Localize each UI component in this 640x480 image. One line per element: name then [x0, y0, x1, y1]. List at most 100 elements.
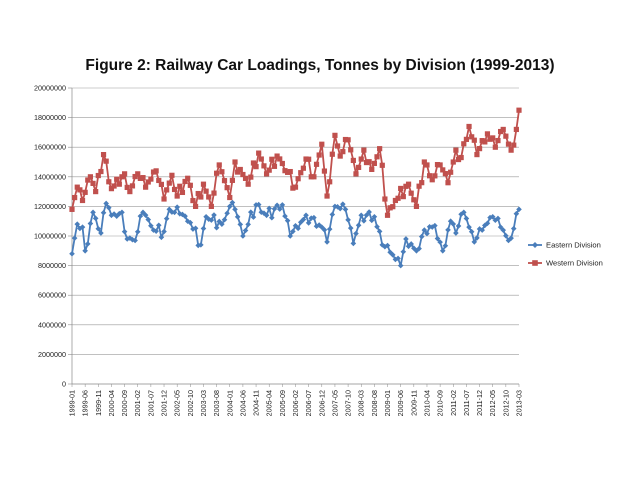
data-point [427, 173, 433, 179]
data-point [266, 167, 272, 173]
data-point [269, 214, 275, 221]
data-point [497, 224, 504, 230]
data-point [263, 212, 270, 219]
data-point [434, 235, 441, 242]
x-tick-label: 2008-08 [370, 390, 379, 416]
data-point [124, 236, 131, 242]
data-point [416, 183, 422, 189]
data-point [290, 228, 296, 235]
data-point [466, 224, 472, 230]
data-point [361, 218, 367, 224]
data-point [484, 131, 491, 137]
data-point [318, 224, 325, 230]
data-point [471, 137, 477, 143]
data-point [305, 220, 312, 226]
x-tick-label: 1999-06 [81, 390, 90, 416]
data-point [248, 209, 254, 215]
data-point [79, 224, 86, 230]
data-point [71, 235, 78, 241]
series-eastern-division [69, 199, 522, 269]
data-point [227, 194, 233, 201]
data-point [187, 219, 194, 226]
data-point [169, 172, 175, 178]
data-point [145, 179, 151, 185]
data-point [387, 249, 393, 256]
data-point [297, 219, 304, 226]
data-point [361, 147, 367, 153]
data-point [495, 215, 501, 222]
data-point [445, 180, 451, 186]
data-point [405, 243, 412, 250]
data-point [185, 175, 191, 181]
x-tick-label: 2003-03 [199, 390, 208, 416]
data-point [279, 160, 285, 167]
data-point [369, 166, 375, 172]
data-point [127, 189, 133, 195]
data-point [371, 160, 377, 167]
data-point [153, 168, 159, 174]
data-point [135, 171, 141, 177]
data-point [432, 222, 438, 229]
data-point [411, 245, 417, 252]
data-point [484, 220, 491, 227]
data-point [337, 205, 343, 212]
data-point [92, 215, 99, 222]
data-point [140, 209, 146, 216]
x-tick-label: 2006-02 [291, 390, 300, 416]
data-point [192, 225, 199, 232]
x-tick-label: 2009-01 [383, 390, 392, 416]
data-point [421, 227, 428, 233]
x-tick-label: 2001-02 [133, 390, 142, 416]
data-point [90, 209, 96, 216]
data-point [111, 183, 117, 189]
data-point [79, 197, 86, 204]
data-point [356, 164, 362, 170]
data-point [121, 171, 128, 177]
data-point [74, 184, 80, 190]
y-tick-label: 14000000 [34, 172, 66, 181]
data-point [161, 228, 167, 235]
data-point [392, 256, 399, 263]
data-point [134, 228, 141, 235]
data-point [214, 170, 220, 176]
data-point [392, 197, 399, 204]
data-point [245, 181, 251, 187]
data-point [503, 232, 509, 239]
data-point [158, 181, 164, 188]
data-point [437, 239, 443, 245]
data-point [240, 233, 246, 239]
data-point [211, 190, 217, 196]
data-point [418, 233, 425, 240]
data-point [319, 141, 325, 147]
data-point [242, 227, 249, 234]
data-point [442, 242, 449, 249]
x-tick-label: 2011-12 [475, 390, 484, 416]
data-point [466, 123, 472, 130]
x-tick-label: 2002-10 [186, 390, 195, 416]
data-point [397, 262, 404, 269]
data-point [476, 146, 483, 152]
data-point [463, 136, 470, 142]
data-point [255, 201, 262, 208]
data-point [232, 159, 238, 165]
data-point [277, 156, 283, 162]
data-point [345, 137, 351, 143]
data-point [450, 159, 456, 165]
legend-square-icon [532, 260, 538, 266]
data-point [516, 206, 522, 213]
data-point [413, 203, 420, 209]
x-tick-label: 2006-07 [304, 390, 313, 416]
data-point [510, 225, 517, 232]
x-tick-label: 2008-03 [357, 390, 366, 416]
data-point [221, 178, 228, 184]
data-point [295, 225, 301, 232]
data-point [114, 176, 120, 182]
data-point [358, 212, 365, 219]
data-point [108, 186, 115, 192]
data-point [148, 176, 154, 182]
data-point [184, 218, 191, 225]
data-point [98, 230, 104, 236]
data-point [448, 169, 454, 175]
y-tick-label: 4000000 [38, 320, 66, 329]
